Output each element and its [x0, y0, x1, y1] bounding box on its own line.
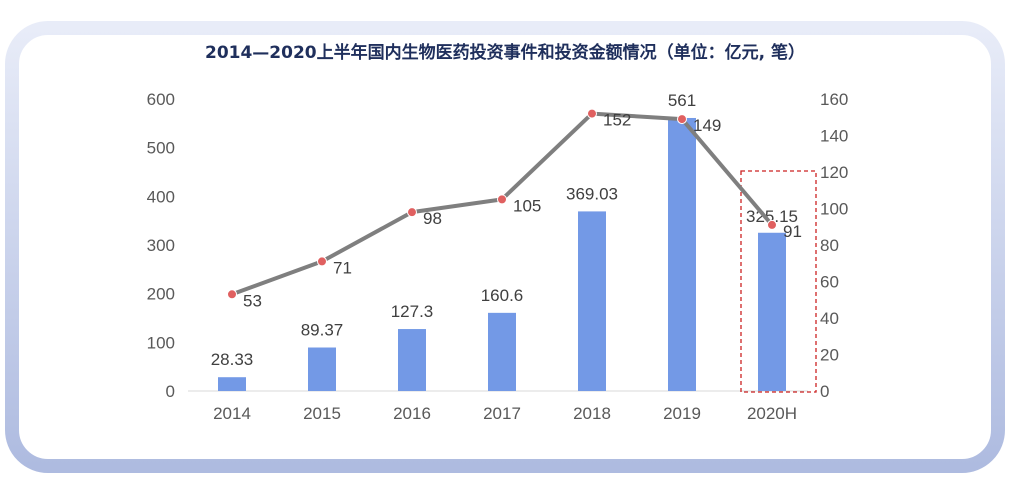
- chart-title: 2014—2020上半年国内生物医药投资事件和投资金额情况（单位：亿元, 笔）: [204, 43, 805, 63]
- line-data-label: 71: [333, 258, 352, 277]
- x-tick-label: 2020H: [747, 404, 797, 423]
- bar-data-label: 561: [668, 91, 696, 110]
- y-right-tick: 0: [820, 382, 829, 401]
- x-tick-label: 2018: [573, 404, 611, 423]
- y-right-tick: 20: [820, 346, 839, 365]
- bar: [398, 329, 426, 391]
- line-point: [317, 256, 327, 267]
- x-tick-label: 2017: [483, 404, 521, 423]
- y-left-tick: 300: [147, 236, 175, 255]
- bar-data-label: 127.3: [391, 302, 434, 321]
- y-left-tick: 400: [147, 187, 175, 206]
- bar-data-label: 89.37: [301, 321, 344, 340]
- y-left-tick: 100: [147, 333, 175, 352]
- line-point: [677, 114, 687, 125]
- y-left-tick: 500: [147, 139, 175, 158]
- y-right-tick: 120: [820, 163, 848, 182]
- highlight-box: [740, 170, 817, 393]
- line-point: [227, 289, 237, 300]
- bar: [488, 312, 516, 391]
- line-data-label: 53: [243, 291, 262, 310]
- line-data-label: 91: [783, 222, 802, 241]
- y-left-tick: 600: [147, 90, 175, 109]
- bar: [668, 117, 696, 391]
- x-tick-label: 2016: [393, 404, 431, 423]
- x-tick-label: 2019: [663, 404, 701, 423]
- line-point: [497, 194, 507, 205]
- line-point: [587, 108, 597, 119]
- y-right-tick: 40: [820, 309, 839, 328]
- line-point: [407, 207, 417, 218]
- bar: [218, 377, 246, 391]
- line-data-label: 98: [423, 209, 442, 228]
- y-right-tick: 160: [820, 90, 848, 109]
- line-point: [767, 219, 777, 230]
- panel-border: [5, 21, 1005, 473]
- x-tick-label: 2014: [213, 404, 251, 423]
- y-right-tick: 60: [820, 273, 839, 292]
- y-left-tick: 0: [166, 382, 175, 401]
- bar: [758, 232, 786, 391]
- bar-data-label: 160.6: [481, 286, 524, 305]
- bar: [578, 211, 606, 391]
- y-right-tick: 80: [820, 236, 839, 255]
- line-data-label: 105: [513, 196, 541, 215]
- y-right-tick: 100: [820, 200, 848, 219]
- bar-data-label: 28.33: [211, 350, 254, 369]
- bar: [308, 347, 336, 391]
- line-data-label: 149: [693, 116, 721, 135]
- line-data-label: 152: [603, 111, 631, 130]
- y-left-tick: 200: [147, 285, 175, 304]
- bar-data-label: 369.03: [566, 184, 618, 203]
- x-tick-label: 2015: [303, 404, 341, 423]
- y-right-tick: 140: [820, 127, 848, 146]
